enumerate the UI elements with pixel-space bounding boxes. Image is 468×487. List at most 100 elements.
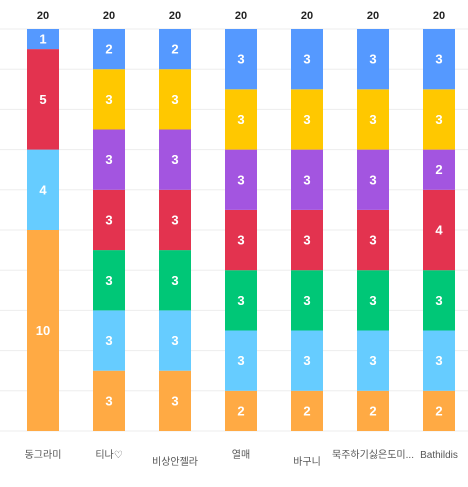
segment-value-label: 2 (369, 403, 376, 418)
segment-value-label: 3 (237, 293, 244, 308)
bars (27, 29, 455, 431)
segment-value-label: 3 (303, 233, 310, 248)
segment-value-label: 3 (369, 112, 376, 127)
segment-value-label: 3 (171, 333, 178, 348)
bar-segment (291, 209, 323, 271)
category-tick-label: 묵주하기싫은도미... (332, 448, 414, 461)
segment-value-label: 3 (369, 353, 376, 368)
bar-segment (159, 29, 191, 70)
segment-value-label: 3 (369, 172, 376, 187)
bar-segment (159, 189, 191, 251)
segment-value-label: 3 (171, 212, 178, 227)
bar-segment (93, 129, 125, 190)
segment-value-label: 2 (171, 42, 178, 57)
segment-value-label: 1 (39, 32, 46, 47)
segment-value-label: 3 (105, 212, 112, 227)
segment-value-label: 4 (39, 182, 47, 197)
bar-segment (93, 29, 125, 70)
bar-segment (357, 29, 389, 90)
segment-value-label: 3 (237, 233, 244, 248)
segment-value-label: 2 (303, 403, 310, 418)
bar-total-label: 20 (301, 10, 313, 22)
bar-segment (291, 89, 323, 150)
bar-segment (225, 209, 257, 271)
bar-segment (357, 390, 389, 431)
segment-value-label: 3 (105, 333, 112, 348)
segment-value-label: 3 (435, 353, 442, 368)
segment-value-label: 3 (105, 273, 112, 288)
segment-value-label: 3 (171, 152, 178, 167)
bar-segment (93, 370, 125, 431)
bar-segment (225, 270, 257, 331)
segment-value-label: 5 (39, 92, 46, 107)
bar-segment (93, 189, 125, 251)
bar-total-label: 20 (433, 10, 445, 22)
segment-value-label: 3 (105, 92, 112, 107)
bar-segment (357, 149, 389, 210)
bar-segment (423, 29, 455, 90)
labels: 10 4 5 1 20 동그라미 3 3 3 3 3 3 2 20 티나♡ 3 3 3 3 3 3 2 20 비상안젤라 2 3 3… (25, 10, 458, 468)
segment-value-label: 3 (237, 112, 244, 127)
bar-segment (291, 149, 323, 210)
category-tick-label: Bathildis (420, 450, 458, 461)
bar-segment (291, 29, 323, 90)
segment-value-label: 3 (303, 112, 310, 127)
segment-value-label: 2 (105, 42, 112, 57)
segment-value-label: 2 (237, 403, 244, 418)
segment-value-label: 3 (171, 393, 178, 408)
segment-value-label: 3 (369, 293, 376, 308)
bar-segment (357, 330, 389, 391)
bar-segment (423, 270, 455, 331)
bar-segment (93, 69, 125, 130)
category-tick-label: 비상안젤라 (152, 456, 198, 468)
bar-segment (159, 250, 191, 311)
bar-segment (93, 250, 125, 311)
segment-value-label: 3 (171, 92, 178, 107)
bar-total-label: 20 (103, 10, 115, 22)
bar-segment (423, 89, 455, 150)
bar-segment (27, 29, 59, 50)
bar-segment (225, 149, 257, 210)
bar-total-label: 20 (37, 10, 49, 22)
bar-total-label: 20 (169, 10, 181, 22)
bar-segment (357, 270, 389, 331)
bar-segment (357, 209, 389, 271)
bar-total-label: 20 (367, 10, 379, 22)
bar-segment (423, 390, 455, 431)
segment-value-label: 3 (237, 172, 244, 187)
bar-segment (27, 230, 59, 431)
segment-value-label: 3 (303, 293, 310, 308)
segment-value-label: 4 (435, 223, 443, 238)
segment-value-label: 3 (105, 393, 112, 408)
segment-value-label: 3 (105, 152, 112, 167)
bar-segment (27, 149, 59, 230)
bar-segment (423, 149, 455, 190)
bar-segment (291, 390, 323, 431)
segment-value-label: 2 (435, 162, 442, 177)
segment-value-label: 3 (435, 52, 442, 67)
segment-value-label: 3 (237, 52, 244, 67)
bar-segment (291, 270, 323, 331)
segment-value-label: 3 (435, 112, 442, 127)
category-tick-label: 열매 (232, 449, 250, 461)
bar-segment (159, 310, 191, 371)
segment-value-label: 3 (237, 353, 244, 368)
bar-segment (159, 69, 191, 130)
segment-value-label: 3 (303, 52, 310, 67)
bar-segment (225, 330, 257, 391)
bar-segment (225, 390, 257, 431)
bar-segment (225, 89, 257, 150)
segment-value-label: 2 (435, 403, 442, 418)
bar-total-label: 20 (235, 10, 247, 22)
bar-segment (159, 129, 191, 190)
segment-value-label: 3 (369, 233, 376, 248)
bar-segment (93, 310, 125, 371)
bar-segment (423, 330, 455, 391)
category-tick-label: 티나♡ (95, 449, 122, 461)
bar-segment (357, 89, 389, 150)
bar-segment (291, 330, 323, 391)
bar-segment (225, 29, 257, 90)
segment-value-label: 3 (435, 293, 442, 308)
